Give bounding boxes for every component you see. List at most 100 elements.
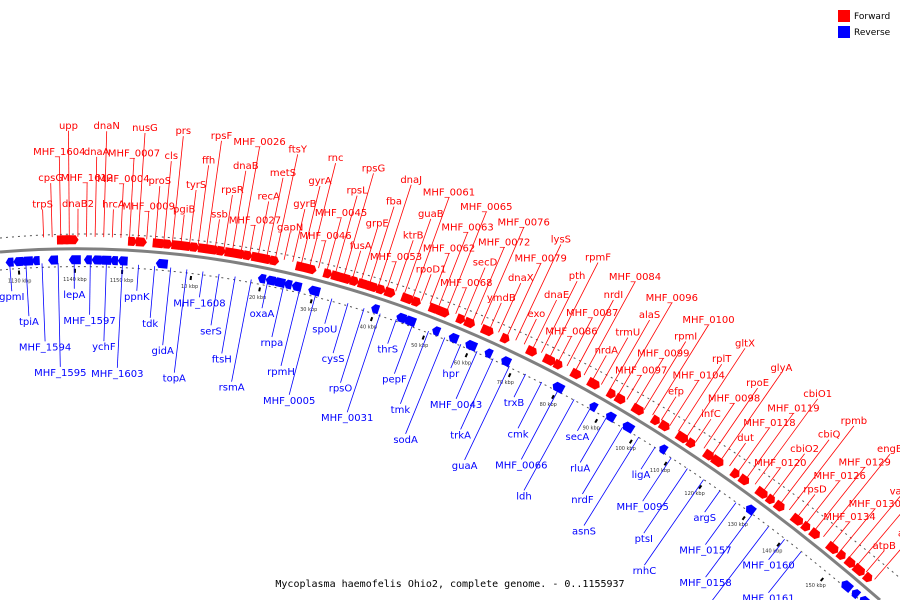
reverse-gene-arrow (5, 257, 14, 267)
forward-gene-label: cbiQ (818, 430, 841, 441)
forward-gene-leader (369, 206, 395, 284)
tick-mark (819, 577, 825, 582)
genome-backbone (0, 247, 881, 600)
forward-gene-arrow (322, 268, 333, 279)
reverse-gene-leader (288, 294, 317, 395)
reverse-gene-arrow (284, 279, 293, 290)
reverse-gene-label: asnS (572, 527, 596, 538)
reverse-gene-arrow (257, 273, 267, 284)
reverse-gene-arrow (841, 580, 854, 593)
reverse-gene-label: MHF_1603 (91, 369, 143, 380)
tick-label: 110 kbp (650, 468, 670, 474)
forward-gene-label: engB (877, 444, 900, 455)
forward-gene-label: rpoD1 (416, 264, 447, 275)
tick-mark (309, 299, 313, 304)
forward-gene-leader (146, 211, 150, 240)
reverse-gene-label: cysS (322, 354, 345, 365)
tick-label: 130 kbp (728, 522, 748, 528)
forward-gene-arrow (400, 292, 414, 305)
forward-gene-label: MHF_0119 (767, 403, 819, 414)
forward-gene-leader (746, 413, 794, 479)
reverse-gene-leader (41, 263, 46, 342)
reverse-gene-arrow (859, 595, 871, 600)
forward-gene-label: nrdI (604, 290, 624, 301)
forward-gene-leader (712, 387, 758, 455)
reverse-gene-leader (768, 538, 785, 560)
forward-gene-leader (240, 146, 260, 252)
forward-gene-leader (788, 425, 855, 511)
reverse-gene-label: rnpa (261, 338, 284, 349)
forward-gene-arrow (242, 250, 253, 261)
forward-gene-leader (300, 185, 321, 264)
forward-gene-leader (566, 318, 593, 367)
reverse-gene-leader (116, 263, 123, 368)
forward-gene-leader (669, 380, 700, 427)
forward-gene-label: MHF_0096 (646, 293, 698, 304)
forward-gene-label: cbiO2 (790, 444, 819, 455)
tick-label: 120 kbp (684, 491, 704, 497)
reverse-gene-arrow (110, 256, 119, 266)
reverse-gene-leader (405, 337, 446, 434)
forward-gene-label: exo (528, 309, 546, 320)
forward-gene-leader (865, 550, 885, 573)
tick-mark (628, 439, 633, 444)
tick-mark (189, 275, 193, 281)
forward-gene-leader (652, 324, 709, 416)
forward-gene-leader (120, 183, 124, 238)
forward-gene-leader (223, 194, 233, 249)
forward-gene-arrow (789, 512, 804, 526)
forward-gene-label: rpmF (585, 253, 611, 264)
forward-gene-arrow (410, 296, 421, 307)
forward-gene-label: lysS (551, 234, 571, 245)
tick-mark (594, 418, 599, 424)
forward-gene-leader (780, 439, 830, 504)
reverse-gene-label: rluA (570, 464, 590, 475)
reverse-gene-label: ldh (516, 491, 531, 502)
forward-gene-label: MHF_0061 (423, 188, 475, 199)
forward-gene-arrow (163, 239, 173, 249)
reverse-gene-label: serS (200, 326, 222, 337)
forward-gene-label: prs (175, 126, 191, 137)
reverse-gene-label: gpmI (0, 292, 24, 303)
reverse-gene-leader (261, 282, 268, 309)
reverse-gene-leader (271, 286, 284, 338)
forward-gene-label: nusG (132, 123, 158, 134)
tick-label: 60 kbp (454, 361, 471, 367)
forward-gene-arrow (375, 284, 386, 295)
reverse-gene-arrow (465, 339, 479, 352)
reverse-gene-leader (25, 264, 30, 317)
forward-gene-leader (283, 232, 291, 260)
reverse-gene-leader (346, 313, 381, 413)
forward-gene-leader (797, 494, 816, 517)
reverse-gene-arrow (308, 285, 321, 297)
reverse-gene-leader (400, 330, 429, 404)
reverse-gene-label: trxB (504, 398, 525, 409)
reverse-gene-leader (210, 273, 220, 326)
reverse-gene-leader (523, 399, 575, 491)
forward-gene-arrow (152, 238, 166, 249)
reverse-gene-arrow (659, 444, 669, 455)
forward-gene-leader (412, 197, 450, 298)
forward-gene-leader (403, 218, 432, 295)
forward-gene-label: MHF_0053 (370, 252, 422, 263)
forward-gene-arrow (702, 448, 714, 461)
forward-gene-leader (686, 348, 746, 438)
reverse-gene-label: MHF_1597 (63, 316, 115, 327)
tick-mark (421, 335, 425, 340)
forward-gene-leader (840, 508, 876, 551)
reverse-gene-label: MHF_0005 (263, 396, 315, 407)
reverse-gene-leader (464, 365, 510, 461)
forward-gene-leader (215, 219, 220, 248)
reverse-gene-arrow (484, 348, 494, 359)
forward-gene-leader (609, 319, 650, 390)
reverse-gene-leader (103, 263, 107, 342)
forward-gene-leader (352, 250, 362, 278)
reverse-gene-arrow (448, 332, 460, 344)
reverse-gene-leader (460, 358, 494, 430)
forward-gene-arrow (851, 562, 865, 577)
reverse-gene-label: MHF_0031 (321, 413, 373, 424)
forward-gene-label: MHF_0098 (708, 394, 760, 405)
reverse-gene-arrow (432, 326, 442, 337)
legend-reverse-label: Reverse (854, 28, 891, 38)
